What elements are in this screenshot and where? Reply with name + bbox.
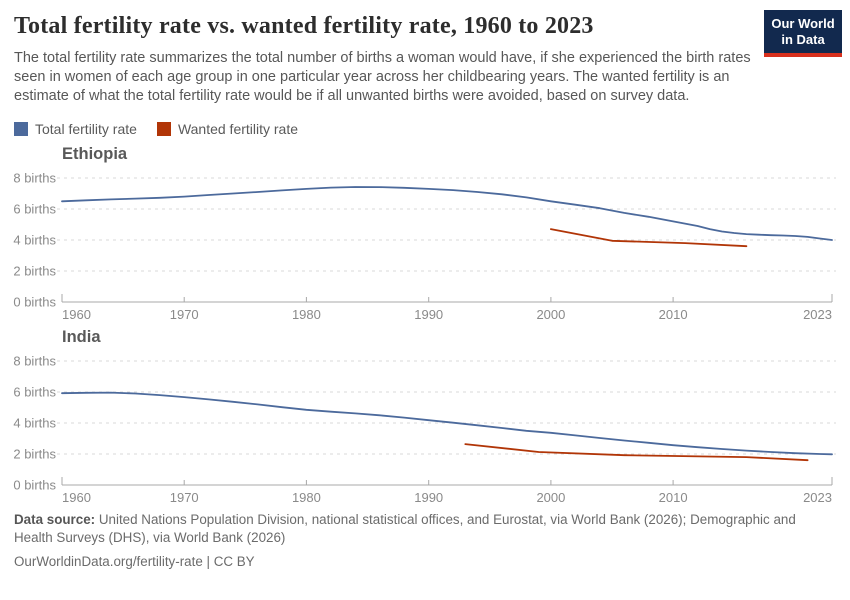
- owid-logo-stripe: [764, 53, 842, 58]
- legend-swatch-wanted-icon: [156, 121, 171, 136]
- y-tick-label: 0 births: [13, 294, 56, 309]
- y-tick-label: 0 births: [13, 477, 56, 492]
- series-line-total-fertility-rate: [61, 185, 833, 241]
- series-line-wanted-fertility-rate: [464, 442, 809, 461]
- y-tick-label: 8 births: [13, 170, 56, 185]
- owid-logo: Our World in Data: [764, 10, 842, 58]
- page-title: Total fertility rate vs. wanted fertilit…: [14, 13, 594, 39]
- x-tick-label: 1960: [62, 307, 91, 322]
- x-tick-label: 1980: [292, 307, 321, 322]
- chart-header: Total fertility rate vs. wanted fertilit…: [0, 0, 850, 137]
- legend: Total fertility rate Wanted fertility ra…: [14, 121, 836, 137]
- legend-item-wanted-fertility: Wanted fertility rate: [156, 120, 299, 137]
- x-tick-label: 2000: [536, 307, 565, 322]
- x-tick-label: 1990: [414, 490, 443, 505]
- facet-ethiopia: Ethiopia 0 births 2 births 4 births 6 birth…: [0, 145, 850, 324]
- y-tick-label: 4 births: [13, 232, 56, 247]
- x-tick-label: 2023: [803, 490, 832, 505]
- legend-label: Wanted fertility rate: [177, 120, 299, 137]
- data-source-note: Data source: United Nations Population D…: [14, 511, 836, 548]
- y-tick-label: 2 births: [13, 263, 56, 278]
- owid-logo-line2: in Data: [781, 31, 825, 47]
- facet-title-india: India: [62, 327, 101, 346]
- y-tick-label: 4 births: [13, 415, 56, 430]
- x-tick-label: 2010: [659, 490, 688, 505]
- chart-footer: Data source: United Nations Population D…: [0, 507, 850, 572]
- x-tick-label: 2000: [536, 490, 565, 505]
- legend-swatch-total-icon: [14, 121, 28, 136]
- series-line-total-fertility-rate: [61, 391, 833, 455]
- facet-india: India 0 births 2 births 4 births 6 births 8 …: [0, 328, 850, 507]
- legend-item-total-fertility: Total fertility rate: [14, 121, 137, 137]
- chart-svg-ethiopia: 0 births 2 births 4 births 6 births 8 births…: [13, 170, 836, 322]
- series-line-wanted-fertility-rate: [550, 227, 748, 247]
- x-tick-label: 1970: [170, 307, 199, 322]
- data-source-text: United Nations Population Division, nati…: [14, 511, 796, 546]
- x-tick-label: 1970: [170, 490, 199, 505]
- y-tick-label: 2 births: [13, 446, 56, 461]
- x-tick-label: 1990: [414, 307, 443, 322]
- y-tick-label: 6 births: [13, 384, 56, 399]
- legend-label: Total fertility rate: [35, 120, 137, 137]
- owid-logo-line1: Our World: [771, 16, 835, 31]
- x-tick-label: 1960: [62, 490, 91, 505]
- footer-url[interactable]: OurWorldinData.org/fertility-rate | CC B…: [14, 553, 255, 569]
- y-tick-label: 6 births: [13, 201, 56, 216]
- y-tick-label: 8 births: [13, 353, 56, 368]
- chart-subtitle: The total fertility rate summarizes the …: [14, 50, 751, 104]
- x-tick-label: 2010: [659, 307, 688, 322]
- x-tick-label: 2023: [803, 307, 832, 322]
- data-source-label: Data source:: [14, 511, 96, 527]
- x-tick-label: 1980: [292, 490, 321, 505]
- facet-title-ethiopia: Ethiopia: [62, 144, 128, 163]
- chart-svg-india: 0 births 2 births 4 births 6 births 8 births…: [13, 353, 836, 505]
